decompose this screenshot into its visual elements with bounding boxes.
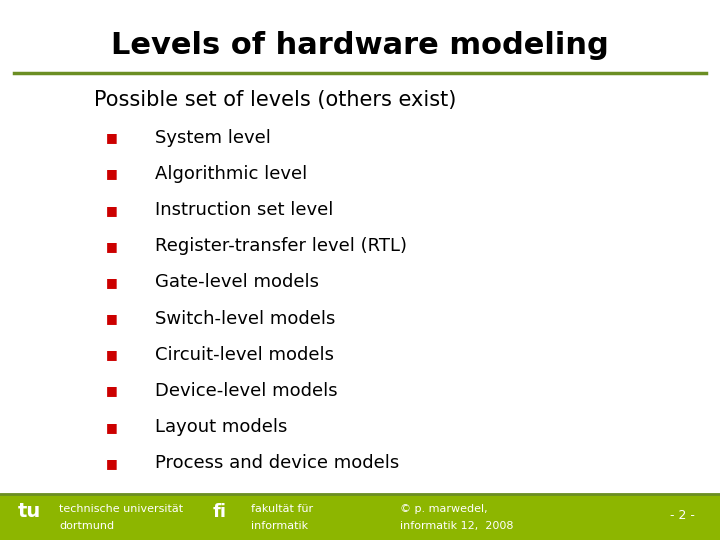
Text: ■: ■ <box>106 348 117 361</box>
Text: - 2 -: - 2 - <box>670 509 695 522</box>
Text: Switch-level models: Switch-level models <box>155 309 336 328</box>
Text: System level: System level <box>155 129 271 147</box>
Text: Algorithmic level: Algorithmic level <box>155 165 307 183</box>
Text: Device-level models: Device-level models <box>155 382 338 400</box>
Text: Process and device models: Process and device models <box>155 454 399 472</box>
Text: ■: ■ <box>106 312 117 325</box>
Text: technische universität: technische universität <box>59 504 183 514</box>
Text: Layout models: Layout models <box>155 418 287 436</box>
Text: ■: ■ <box>106 457 117 470</box>
Text: ■: ■ <box>106 421 117 434</box>
Text: Register-transfer level (RTL): Register-transfer level (RTL) <box>155 237 407 255</box>
Text: ■: ■ <box>106 131 117 144</box>
Text: dortmund: dortmund <box>59 521 114 531</box>
Text: Levels of hardware modeling: Levels of hardware modeling <box>111 31 609 60</box>
Text: informatik: informatik <box>251 521 307 531</box>
Text: ■: ■ <box>106 204 117 217</box>
Text: informatik 12,  2008: informatik 12, 2008 <box>400 521 513 531</box>
Text: ■: ■ <box>106 384 117 397</box>
Text: Possible set of levels (others exist): Possible set of levels (others exist) <box>94 90 456 110</box>
Text: Gate-level models: Gate-level models <box>155 273 319 292</box>
Text: ■: ■ <box>106 276 117 289</box>
Text: fi: fi <box>212 503 226 521</box>
Text: © p. marwedel,: © p. marwedel, <box>400 504 487 514</box>
Text: ■: ■ <box>106 167 117 180</box>
Text: tu: tu <box>18 502 41 522</box>
Text: Circuit-level models: Circuit-level models <box>155 346 334 364</box>
Text: Instruction set level: Instruction set level <box>155 201 333 219</box>
Text: fakultät für: fakultät für <box>251 504 312 514</box>
Bar <box>0 494 720 540</box>
Text: ■: ■ <box>106 240 117 253</box>
